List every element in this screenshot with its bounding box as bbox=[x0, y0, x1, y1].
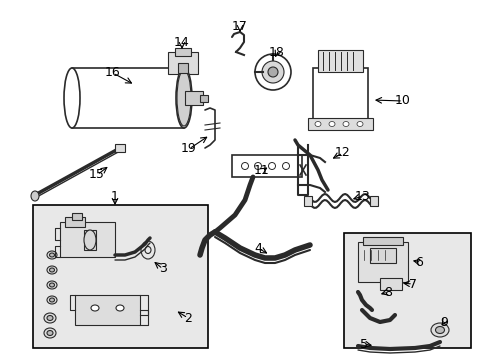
Bar bbox=[184, 91, 203, 105]
Ellipse shape bbox=[254, 54, 290, 90]
Ellipse shape bbox=[176, 68, 192, 128]
Ellipse shape bbox=[84, 230, 96, 250]
Text: 2: 2 bbox=[183, 311, 192, 324]
Ellipse shape bbox=[49, 283, 54, 287]
Bar bbox=[343, 233, 470, 348]
Text: 10: 10 bbox=[394, 94, 410, 108]
Bar bbox=[175, 48, 191, 56]
Bar bbox=[317, 50, 362, 72]
Ellipse shape bbox=[177, 70, 191, 126]
Ellipse shape bbox=[47, 330, 53, 336]
Bar bbox=[369, 248, 395, 263]
Ellipse shape bbox=[267, 67, 278, 77]
Bar bbox=[84, 230, 96, 250]
Ellipse shape bbox=[47, 266, 57, 274]
Bar bbox=[178, 63, 187, 73]
Ellipse shape bbox=[44, 313, 56, 323]
Ellipse shape bbox=[262, 61, 284, 83]
Ellipse shape bbox=[47, 281, 57, 289]
Text: 8: 8 bbox=[383, 285, 391, 298]
Text: 7: 7 bbox=[408, 278, 416, 291]
Text: 1: 1 bbox=[111, 190, 119, 203]
Ellipse shape bbox=[241, 162, 248, 170]
Ellipse shape bbox=[342, 122, 348, 126]
Ellipse shape bbox=[47, 296, 57, 304]
Text: 11: 11 bbox=[254, 165, 269, 177]
Text: 14: 14 bbox=[174, 36, 189, 49]
Text: 13: 13 bbox=[354, 189, 370, 202]
Text: 15: 15 bbox=[89, 168, 105, 181]
Bar bbox=[72, 213, 82, 220]
Ellipse shape bbox=[44, 328, 56, 338]
Bar bbox=[168, 52, 198, 74]
Bar bbox=[304, 196, 311, 206]
Bar bbox=[357, 242, 407, 282]
Ellipse shape bbox=[254, 162, 261, 170]
Text: 4: 4 bbox=[254, 242, 262, 255]
Text: 17: 17 bbox=[232, 21, 247, 33]
Bar bbox=[379, 278, 401, 290]
Text: 19: 19 bbox=[181, 143, 197, 156]
Text: 6: 6 bbox=[414, 256, 422, 269]
Ellipse shape bbox=[47, 315, 53, 320]
Ellipse shape bbox=[116, 305, 124, 311]
Text: 18: 18 bbox=[268, 46, 285, 59]
Ellipse shape bbox=[47, 251, 57, 259]
Bar bbox=[312, 68, 367, 123]
Ellipse shape bbox=[64, 68, 80, 128]
Bar bbox=[362, 237, 402, 245]
Ellipse shape bbox=[435, 327, 444, 333]
Ellipse shape bbox=[430, 323, 448, 337]
Ellipse shape bbox=[268, 162, 275, 170]
Text: 16: 16 bbox=[105, 67, 121, 80]
Ellipse shape bbox=[314, 122, 320, 126]
Ellipse shape bbox=[282, 162, 289, 170]
Bar bbox=[307, 118, 372, 130]
Bar bbox=[75, 295, 140, 325]
Text: 12: 12 bbox=[334, 147, 350, 159]
Ellipse shape bbox=[356, 122, 362, 126]
Bar bbox=[115, 144, 125, 152]
Bar bbox=[200, 95, 207, 102]
Text: 5: 5 bbox=[359, 338, 367, 351]
Bar bbox=[33, 205, 207, 348]
Bar bbox=[231, 155, 302, 177]
Bar bbox=[369, 196, 377, 206]
Ellipse shape bbox=[49, 253, 54, 257]
Bar bbox=[72, 68, 183, 128]
Ellipse shape bbox=[91, 305, 99, 311]
Ellipse shape bbox=[328, 122, 334, 126]
Ellipse shape bbox=[49, 268, 54, 272]
Text: 9: 9 bbox=[439, 315, 447, 328]
Bar bbox=[60, 222, 115, 257]
Ellipse shape bbox=[49, 298, 54, 302]
Ellipse shape bbox=[31, 191, 39, 201]
Text: 3: 3 bbox=[159, 262, 166, 275]
Bar bbox=[65, 217, 85, 227]
